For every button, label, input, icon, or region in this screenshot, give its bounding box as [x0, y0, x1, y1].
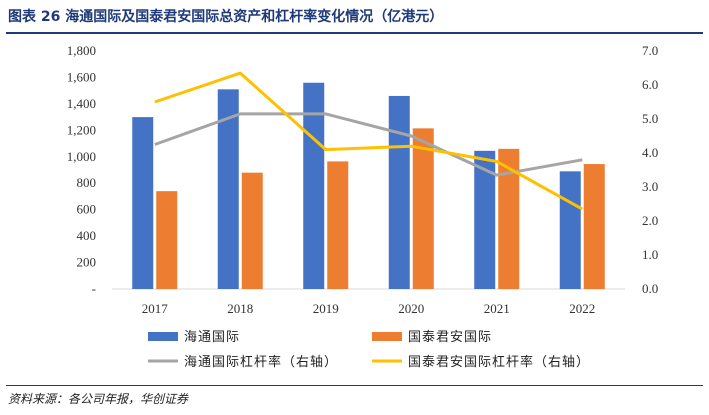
y-left-tick-label: 400	[77, 228, 97, 243]
y-left-tick-label: 1,200	[67, 122, 96, 137]
guotai-bar-2018	[241, 172, 263, 289]
source-note: 资料来源：各公司年报，华创证券	[8, 392, 189, 406]
legend-guotai-leverage-label: 国泰君安国际杠杆率（右轴）	[408, 354, 590, 370]
y-left-tick-label: -	[92, 281, 96, 296]
legend-guotai-label: 国泰君安国际	[408, 330, 492, 345]
y-left-tick-label: 200	[77, 255, 97, 270]
x-tick-label: 2019	[313, 301, 339, 316]
y-right-tick-label: 3.0	[642, 179, 658, 194]
y-left-tick-label: 1,600	[67, 69, 96, 84]
y-right-tick-label: 7.0	[642, 43, 658, 58]
y-right-tick-label: 6.0	[642, 77, 658, 92]
x-tick-label: 2021	[484, 301, 510, 316]
haitong-bar-2017	[132, 117, 154, 289]
y-right-tick-label: 2.0	[642, 213, 658, 228]
guotai-bar-2019	[327, 161, 349, 289]
y-left-tick-label: 1,000	[67, 149, 96, 164]
guotai-bar-2017	[156, 191, 178, 289]
legend-haitong-label: 海通国际	[184, 330, 240, 345]
guotai-bar-2021	[498, 148, 520, 289]
x-tick-label: 2022	[569, 301, 595, 316]
y-right-tick-label: 4.0	[642, 145, 658, 160]
haitong-leverage-line	[154, 112, 583, 177]
y-left-tick-label: 800	[77, 175, 97, 190]
legend-guotai-swatch	[372, 332, 402, 341]
guotai-leverage-line	[154, 71, 584, 211]
y-right-tick-label: 0.0	[642, 281, 658, 296]
chart-title: 图表 26 海通国际及国泰君安国际总资产和杠杆率变化情况（亿港元）	[8, 9, 444, 25]
legend-haitong-swatch	[148, 332, 178, 341]
legend-haitong-leverage-label: 海通国际杠杆率（右轴）	[184, 354, 338, 370]
x-tick-label: 2020	[398, 301, 424, 316]
y-right-tick-label: 1.0	[642, 247, 658, 262]
haitong-bar-2022	[559, 171, 581, 289]
chart: - 200 400 600 800 1,000 1,200 1,400 1,600 1,800 0.…	[67, 43, 659, 370]
haitong-bar-2021	[474, 150, 496, 289]
y-right-tick-label: 5.0	[642, 111, 658, 126]
x-tick-label: 2017	[142, 301, 169, 316]
y-left-tick-label: 1,400	[67, 96, 96, 111]
x-tick-label: 2018	[227, 301, 253, 316]
y-left-tick-label: 600	[77, 202, 97, 217]
haitong-bar-2020	[388, 95, 410, 289]
haitong-bar-2018	[217, 89, 239, 289]
footer-divider	[6, 385, 703, 386]
guotai-bar-2020	[412, 128, 434, 289]
title-divider	[6, 32, 703, 34]
y-left-tick-label: 1,800	[67, 43, 96, 58]
guotai-bar-2022	[583, 164, 605, 289]
